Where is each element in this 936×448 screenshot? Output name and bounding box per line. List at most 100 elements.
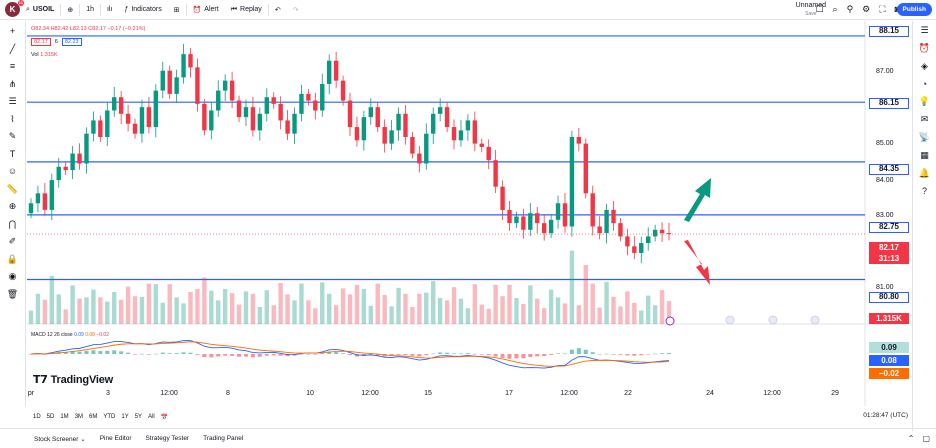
- pitchfork-icon[interactable]: ⋔: [8, 78, 17, 89]
- collapse-icon[interactable]: ⌃: [907, 434, 915, 443]
- text-icon[interactable]: T: [9, 148, 16, 159]
- range-button[interactable]: 5D: [46, 414, 55, 420]
- compare-button[interactable]: ⊕: [61, 0, 79, 20]
- redo-icon: ↷: [292, 6, 299, 14]
- fib-icon[interactable]: ☰: [8, 96, 17, 106]
- range-button[interactable]: 1Y: [121, 414, 129, 420]
- range-button[interactable]: 1M: [60, 414, 69, 420]
- candle-body: [56, 166, 61, 181]
- range-button[interactable]: 1D: [33, 414, 41, 420]
- candle-body: [618, 223, 623, 237]
- volume-bar: [431, 281, 436, 324]
- tv-mark-icon: 𝗧𝟳: [33, 374, 48, 386]
- magnet-icon[interactable]: ⋂: [8, 218, 17, 229]
- tab-trading-panel[interactable]: Trading Panel: [203, 435, 244, 442]
- lock-drawings-icon[interactable]: ✐: [8, 236, 17, 246]
- layout-name-button[interactable]: Unnamed Save: [796, 2, 826, 18]
- time-axis[interactable]: pr 3 12:00 8 10 12:00 15 17 12:00 22 24 …: [27, 385, 912, 405]
- macd-histogram-bar: [583, 349, 588, 354]
- macd-histogram-bar: [98, 351, 103, 354]
- fullscreen-icon[interactable]: ⛶: [879, 4, 886, 14]
- candle-body: [118, 97, 124, 114]
- horizontal-lines-icon[interactable]: ≡: [9, 61, 16, 71]
- range-button[interactable]: 6M: [89, 414, 98, 420]
- trend-line-icon[interactable]: ╱: [9, 43, 16, 54]
- level-label[interactable]: 80.80: [869, 292, 909, 303]
- tab-stock-screener[interactable]: Stock Screener ⌄: [34, 435, 86, 443]
- redo-button[interactable]: ↷: [287, 0, 305, 20]
- level-label[interactable]: 82.75: [869, 222, 909, 233]
- range-button[interactable]: YTD: [103, 414, 116, 420]
- notifications-icon[interactable]: 🔔: [918, 168, 931, 178]
- sell-price-box[interactable]: 82.17: [31, 38, 51, 46]
- publish-button[interactable]: Publish: [896, 3, 932, 16]
- layout-checkbox-icon[interactable]: ☐: [815, 4, 824, 14]
- economic-event-flag: [768, 315, 778, 325]
- alert-button[interactable]: ⏰ Alert: [187, 0, 225, 20]
- watchlist-icon[interactable]: ☰: [920, 25, 929, 35]
- news-icon[interactable]: ◔: [921, 79, 928, 89]
- candle-body: [645, 236, 651, 244]
- candle-body: [188, 54, 193, 68]
- volume-bar: [70, 285, 75, 324]
- macd-histogram-bar: [431, 353, 436, 355]
- interval-button[interactable]: 1h: [80, 0, 100, 20]
- replay-button[interactable]: ⏮ Replay: [225, 0, 268, 20]
- chart-canvas[interactable]: [27, 21, 912, 406]
- chat-icon[interactable]: ✉: [920, 114, 929, 124]
- help-icon[interactable]: ?: [921, 186, 927, 196]
- calendar-icon[interactable]: ▦: [920, 150, 929, 160]
- range-button[interactable]: 5Y: [134, 414, 143, 420]
- utc-clock[interactable]: 01:28:47 (UTC): [863, 412, 908, 419]
- object-tree-icon[interactable]: ◈: [921, 61, 928, 71]
- divider: [60, 3, 62, 16]
- trash-icon[interactable]: 🗑: [6, 288, 19, 299]
- macd-histogram-bar: [271, 354, 276, 356]
- quick-search-icon[interactable]: ⚲: [846, 4, 854, 14]
- ideas-icon[interactable]: 💡: [918, 96, 931, 106]
- candle-body: [91, 120, 96, 134]
- lock-icon[interactable]: 🔒: [6, 253, 19, 264]
- interval-label: 1h: [86, 6, 94, 13]
- volume-title: Vol: [31, 52, 39, 58]
- macd-histogram-bar: [278, 354, 283, 356]
- chart-pane[interactable]: O82.34 H82.42 L82.13 C82.17 −0.17 (−0.21…: [27, 21, 912, 406]
- range-button[interactable]: All: [148, 414, 155, 420]
- crosshair-icon[interactable]: +: [9, 26, 16, 36]
- ruler-icon[interactable]: 📏: [6, 183, 19, 194]
- volume-bar: [292, 300, 297, 324]
- alerts-icon[interactable]: ⏰: [918, 43, 931, 53]
- date-range-icon[interactable]: 📅: [160, 414, 169, 421]
- level-label[interactable]: 84.35: [869, 164, 909, 175]
- tab-strategy-tester[interactable]: Strategy Tester: [145, 435, 190, 442]
- emoji-icon[interactable]: ☺: [7, 166, 18, 176]
- range-button[interactable]: 3M: [74, 414, 84, 420]
- volume-bar: [209, 290, 214, 324]
- macd-histogram-bar: [195, 354, 200, 355]
- brush-icon[interactable]: ✎: [8, 131, 17, 141]
- symbol-search[interactable]: ⌕ USOIL: [20, 0, 60, 20]
- indicators-button[interactable]: ƒ Indicators: [118, 0, 167, 20]
- streams-icon[interactable]: 📡: [918, 132, 931, 142]
- signal-value: 0.08: [85, 332, 95, 338]
- settings-icon[interactable]: ⚙: [862, 4, 871, 14]
- level-label[interactable]: 88.15: [869, 26, 909, 37]
- chart-type-button[interactable]: ılı: [101, 0, 118, 20]
- volume-bar: [167, 284, 172, 324]
- candle-body: [202, 103, 207, 131]
- user-avatar[interactable]: K 11: [5, 0, 24, 17]
- undo-button[interactable]: ↶: [269, 0, 287, 20]
- search-icon[interactable]: ⌕: [832, 4, 838, 14]
- pattern-icon[interactable]: ⌇: [10, 113, 15, 124]
- macd-histogram-bar: [119, 351, 124, 354]
- buy-price-box[interactable]: 82.23: [61, 38, 82, 46]
- candle-body: [535, 213, 540, 224]
- level-label[interactable]: 86.15: [869, 98, 909, 109]
- candle-body: [167, 70, 172, 94]
- eye-icon[interactable]: ◉: [8, 271, 17, 281]
- maximize-icon[interactable]: ▢: [922, 434, 930, 443]
- tab-pine-editor[interactable]: Pine Editor: [99, 435, 132, 442]
- replay-icon: ⏮: [230, 5, 238, 13]
- templates-button[interactable]: ⊞: [168, 0, 186, 20]
- zoom-in-icon[interactable]: ⊕: [8, 201, 17, 211]
